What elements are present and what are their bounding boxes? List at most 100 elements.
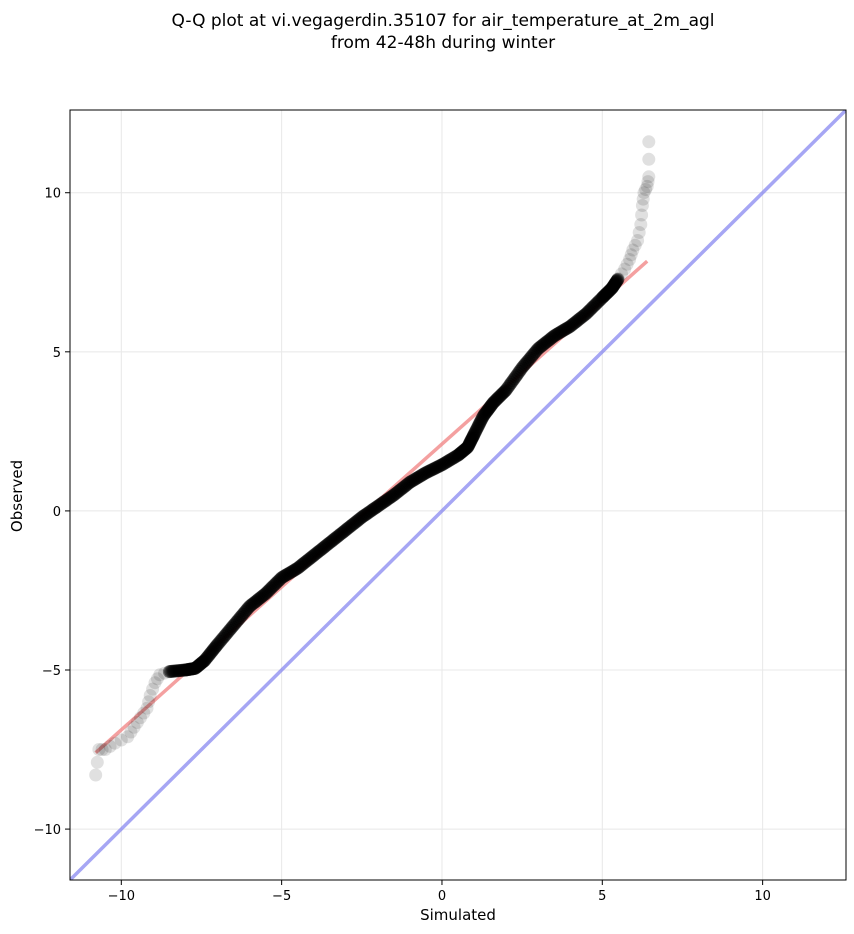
y-tick-label: −10	[34, 823, 61, 838]
data-point	[388, 487, 402, 501]
data-point	[539, 335, 553, 349]
data-point	[328, 532, 342, 545]
data-point	[187, 662, 201, 675]
x-tick-label: −5	[272, 889, 291, 904]
data-point	[264, 581, 278, 595]
data-point	[635, 208, 649, 222]
data-point	[443, 453, 457, 467]
data-point	[251, 593, 265, 607]
data-point	[541, 334, 554, 348]
data-point	[255, 590, 269, 604]
data-point	[486, 396, 500, 410]
data-point	[482, 402, 495, 416]
data-point	[185, 662, 199, 676]
data-point	[642, 152, 656, 166]
data-point	[232, 612, 246, 626]
data-point	[305, 550, 319, 563]
data-point	[340, 522, 354, 536]
plot-frame	[69, 109, 847, 881]
data-point	[450, 449, 464, 463]
data-point	[575, 310, 589, 324]
data-point	[641, 175, 655, 189]
data-point	[173, 664, 187, 677]
data-point	[453, 447, 467, 461]
data-point	[231, 614, 244, 628]
data-point	[235, 609, 249, 623]
data-point	[387, 488, 401, 502]
data-point	[241, 601, 255, 615]
data-point	[444, 452, 458, 466]
data-point	[573, 312, 587, 326]
data-point	[308, 547, 322, 561]
data-point	[431, 460, 445, 474]
data-point	[559, 322, 573, 336]
data-point	[642, 135, 656, 149]
data-point	[585, 301, 599, 315]
data-point	[192, 658, 206, 672]
data-point	[610, 274, 624, 288]
data-point	[188, 661, 202, 675]
data-point	[367, 502, 381, 516]
data-point	[416, 467, 430, 481]
data-point	[269, 576, 283, 590]
data-point	[497, 385, 511, 399]
data-point	[469, 423, 483, 437]
data-point	[236, 607, 250, 621]
data-point	[432, 459, 446, 473]
data-point	[261, 584, 275, 598]
data-point	[514, 363, 528, 377]
data-point	[618, 262, 632, 276]
data-point	[543, 332, 557, 346]
data-point	[601, 285, 615, 299]
data-point	[596, 290, 610, 304]
data-point	[477, 409, 491, 422]
data-point	[496, 386, 510, 400]
data-point	[92, 743, 106, 756]
data-point	[504, 376, 518, 390]
data-point	[284, 565, 298, 579]
data-point	[198, 654, 212, 667]
data-point	[488, 394, 502, 408]
data-point	[579, 307, 593, 321]
data-point	[344, 519, 358, 533]
data-point	[260, 585, 274, 599]
data-point	[407, 473, 421, 487]
data-point	[582, 304, 596, 318]
data-point	[623, 253, 637, 266]
data-point	[595, 291, 609, 305]
fit-line	[94, 259, 649, 755]
data-point	[304, 551, 318, 565]
data-point	[471, 420, 485, 434]
data-point	[608, 276, 622, 290]
data-point	[380, 493, 394, 507]
data-point	[626, 243, 640, 257]
data-point	[309, 546, 323, 560]
data-point	[178, 663, 192, 677]
data-point	[507, 372, 521, 386]
data-point	[146, 682, 160, 696]
data-point	[279, 568, 293, 582]
data-point	[300, 554, 314, 568]
data-point	[396, 481, 410, 495]
data-point	[513, 364, 526, 378]
data-point	[583, 303, 597, 317]
data-point	[602, 284, 616, 298]
data-point	[456, 444, 470, 458]
data-point	[153, 668, 167, 682]
data-point	[611, 272, 625, 286]
data-point	[259, 587, 273, 601]
data-point	[134, 711, 147, 725]
data-point	[386, 489, 399, 503]
data-point	[170, 664, 184, 678]
data-point	[546, 330, 560, 344]
data-point	[228, 617, 242, 631]
data-point	[419, 466, 433, 480]
data-point	[390, 486, 403, 500]
data-point	[360, 507, 374, 521]
data-point	[636, 192, 650, 206]
data-point	[127, 720, 141, 734]
data-point	[620, 257, 634, 271]
data-point	[474, 413, 488, 427]
data-point	[461, 439, 475, 453]
